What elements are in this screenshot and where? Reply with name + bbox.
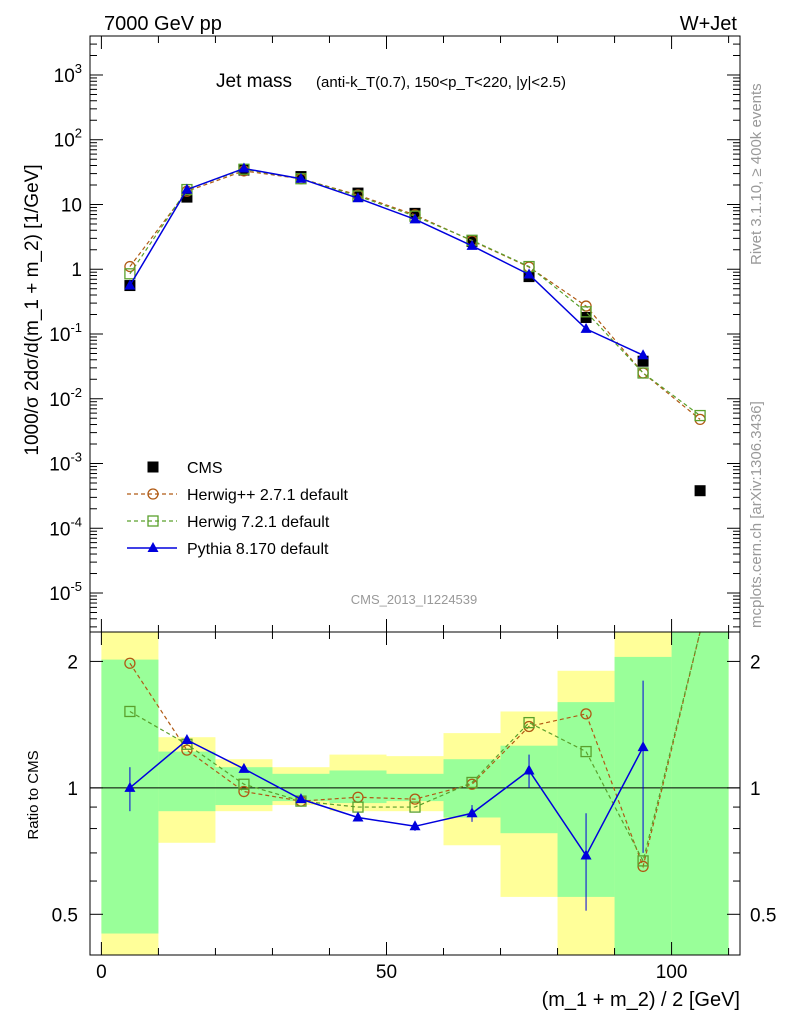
y-tick-label: 103 <box>54 61 82 87</box>
herwig-7-2-1-default-ratio-point <box>238 778 250 790</box>
pythia-8-170-default-ratio-point <box>352 811 364 822</box>
ratio-y-tick-label-right: 0.5 <box>750 905 776 926</box>
rivet-label: Rivet 3.1.10, ≥ 400k events <box>748 83 765 265</box>
pythia-8-170-default-point <box>523 268 535 279</box>
herwig-7-2-1-default-point <box>637 367 649 379</box>
legend-marker <box>147 461 159 473</box>
herwig-7-2-1-default-ratio-point <box>466 776 478 789</box>
y-tick-label: 10-4 <box>49 514 82 540</box>
herwig-7-2-1-default-point <box>694 409 706 422</box>
header-left: 7000 GeV pp <box>104 13 222 35</box>
pythia-8-170-default-point <box>409 213 421 224</box>
uncertainty-band-green <box>671 632 729 955</box>
herwig-7-2-1-default-point <box>124 268 136 280</box>
uncertainty-band-green <box>158 751 216 812</box>
legend-label: Herwig 7.2.1 default <box>187 514 330 531</box>
pythia-8-170-default-point <box>580 322 592 333</box>
herwig-7-2-1-default-ratio-point <box>523 716 535 729</box>
legend-label: Pythia 8.170 default <box>187 541 329 558</box>
herwig-2-7-1-default-ratio-point <box>124 657 136 669</box>
pythia-8-170-default-point <box>466 239 478 250</box>
mcplots-label: mcplots.cern.ch [arXiv:1306.3436] <box>748 401 765 628</box>
legend-marker <box>147 488 159 500</box>
herwig-2-7-1-default-ratio-point <box>181 744 193 756</box>
y-tick-label: 102 <box>54 126 82 152</box>
legend-marker <box>147 542 159 552</box>
herwig-7-2-1-default-ratio-point <box>580 745 592 758</box>
herwig-7-2-1-default-ratio-point <box>124 705 136 718</box>
cms-point <box>181 191 193 203</box>
pythia-8-170-default-ratio-point <box>580 849 592 860</box>
x-axis-label: (m_1 + m_2) / 2 [GeV] <box>542 989 740 1011</box>
header-right: W+Jet <box>680 13 738 35</box>
herwig-2-7-1-default-ratio-line <box>129 631 701 869</box>
ratio-y-tick-label: 2 <box>67 652 78 673</box>
legend-label: CMS <box>187 460 223 477</box>
y-tick-label: 1 <box>71 260 82 281</box>
herwig-7-2-1-default-ratio-point <box>409 801 421 813</box>
x-tick-label: 100 <box>656 962 688 983</box>
x-tick-label: 50 <box>376 962 397 983</box>
pythia-8-170-default-ratio-point <box>409 820 421 831</box>
ratio-frame <box>89 631 741 956</box>
herwig-2-7-1-default-point <box>580 300 592 312</box>
ratio-y-tick-label: 1 <box>67 779 78 800</box>
pythia-8-170-default-ratio-point <box>238 762 250 773</box>
ratio-y-tick-label-right: 2 <box>750 652 761 673</box>
y-tick-label: 10-5 <box>49 579 82 605</box>
y-tick-label: 10-3 <box>49 450 82 476</box>
pythia-8-170-default-point <box>295 172 307 183</box>
pythia-8-170-default-ratio-line <box>129 739 644 858</box>
chart-title-detail: (anti-k_T(0.7), 150<p_T<220, |y|<2.5) <box>316 74 566 91</box>
ratio-y-axis-label: Ratio to CMS <box>25 750 42 839</box>
y-tick-label: 10 <box>61 195 82 216</box>
pythia-8-170-default-point <box>181 183 193 194</box>
x-tick-label: 0 <box>96 962 107 983</box>
herwig-7-2-1-default-ratio-point <box>637 855 649 867</box>
herwig-7-2-1-default-line <box>129 168 701 417</box>
pythia-8-170-default-line <box>129 167 644 356</box>
pythia-8-170-default-ratio-point <box>124 781 136 792</box>
pythia-8-170-default-point <box>637 349 649 360</box>
y-tick-label: 10-1 <box>49 320 82 346</box>
pythia-8-170-default-point <box>352 192 364 203</box>
pythia-8-170-default-point <box>124 279 136 290</box>
cms-point <box>637 355 649 367</box>
herwig-2-7-1-default-ratio-point <box>409 793 421 805</box>
herwig-2-7-1-default-ratio-point <box>238 785 250 798</box>
pythia-8-170-default-ratio-point <box>466 807 478 818</box>
legend-marker <box>147 515 159 527</box>
pythia-8-170-default-point <box>238 162 250 173</box>
herwig-7-2-1-default-ratio-line <box>129 631 701 863</box>
ratio-y-tick-label-right: 1 <box>750 779 761 800</box>
y-tick-label: 10-2 <box>49 385 82 411</box>
herwig-7-2-1-default-point <box>580 306 592 318</box>
cms-point <box>694 485 706 497</box>
chart-title: Jet mass <box>216 71 292 92</box>
ratio-y-tick-label: 0.5 <box>52 905 78 926</box>
pythia-8-170-default-ratio-point <box>181 733 193 744</box>
legend-label: Herwig++ 2.7.1 default <box>187 487 349 504</box>
pythia-8-170-default-ratio-point <box>295 793 307 804</box>
herwig-2-7-1-default-ratio-point <box>580 708 592 720</box>
watermark: CMS_2013_I1224539 <box>351 592 478 607</box>
y-axis-label: 1000/σ 2dσ/d(m_1 + m_2) [1/GeV] <box>22 164 43 455</box>
pythia-8-170-default-ratio-point <box>523 764 535 775</box>
pythia-8-170-default-ratio-point <box>637 741 649 752</box>
